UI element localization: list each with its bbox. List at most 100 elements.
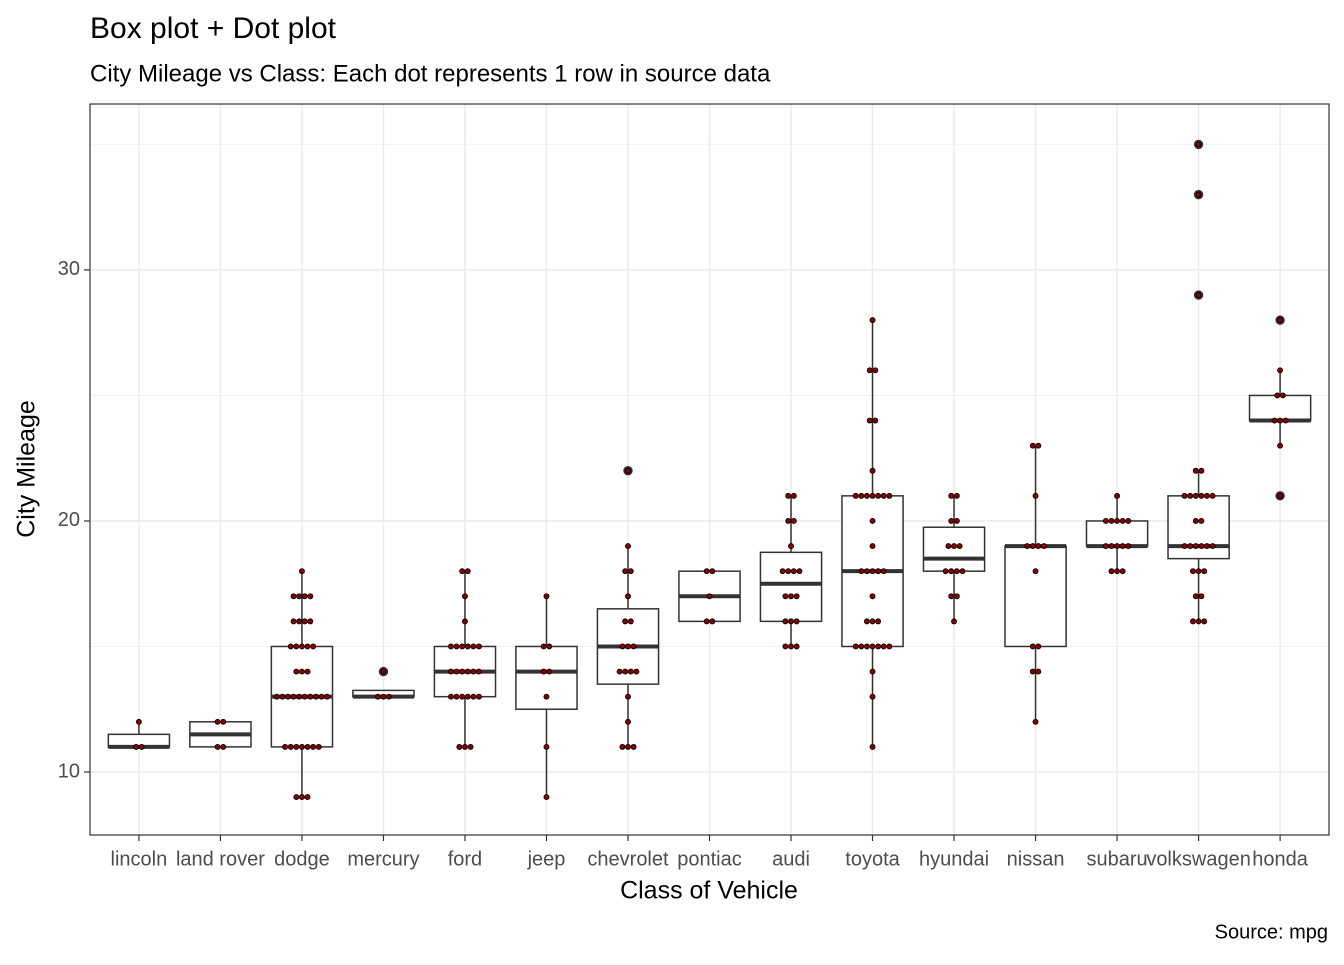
dot xyxy=(464,693,471,700)
dot xyxy=(782,618,789,625)
dot xyxy=(869,492,876,499)
dot xyxy=(782,593,789,600)
dot xyxy=(863,568,870,575)
x-tick-label: ford xyxy=(448,848,482,870)
dot xyxy=(298,643,305,650)
dot xyxy=(625,718,631,725)
dot xyxy=(470,668,477,675)
dot xyxy=(785,492,792,499)
dot xyxy=(956,543,963,550)
dot xyxy=(875,618,882,625)
dot xyxy=(1119,518,1126,524)
dot xyxy=(312,693,319,700)
dot xyxy=(459,668,466,675)
dot xyxy=(298,568,305,575)
dot xyxy=(1192,492,1199,499)
dot xyxy=(135,718,142,725)
dot xyxy=(709,568,716,575)
dot xyxy=(1277,317,1284,324)
dot xyxy=(453,643,460,650)
dot xyxy=(942,568,949,575)
dot xyxy=(1277,492,1284,499)
dot xyxy=(380,668,387,675)
dot xyxy=(1190,618,1196,625)
dot xyxy=(627,668,634,675)
x-tick-label: mercury xyxy=(347,848,419,870)
dot xyxy=(467,743,474,750)
dot xyxy=(706,593,713,600)
dot xyxy=(310,643,317,650)
dot xyxy=(138,743,145,750)
dot xyxy=(476,668,482,675)
x-tick-label: land rover xyxy=(176,848,265,870)
dot xyxy=(298,794,305,801)
dot xyxy=(304,668,311,675)
dot xyxy=(1277,442,1284,449)
dot xyxy=(869,668,876,675)
dot xyxy=(788,643,794,650)
dot xyxy=(630,643,637,650)
x-tick-label: chevrolet xyxy=(587,848,669,870)
dot xyxy=(464,668,471,675)
dot xyxy=(462,593,468,600)
dot xyxy=(627,618,634,625)
dot xyxy=(863,618,870,625)
dot xyxy=(869,643,876,650)
dot xyxy=(880,643,887,650)
dot xyxy=(284,693,291,700)
dot xyxy=(1102,518,1109,524)
dot xyxy=(793,593,800,600)
dot xyxy=(627,568,634,575)
dot xyxy=(290,618,297,625)
dot xyxy=(852,492,859,499)
dot xyxy=(1209,492,1216,499)
dot xyxy=(133,743,140,750)
dot xyxy=(301,618,308,625)
dot xyxy=(1195,141,1202,148)
dot xyxy=(1192,467,1199,474)
dot xyxy=(1198,543,1205,550)
y-axis-label: City Mileage xyxy=(13,400,41,538)
dot xyxy=(1119,568,1126,575)
dot xyxy=(296,693,303,700)
box xyxy=(922,526,986,572)
dot xyxy=(462,618,468,625)
dot xyxy=(476,693,482,700)
x-tick-label: volkswagen xyxy=(1146,848,1251,870)
dot xyxy=(875,568,882,575)
dot xyxy=(951,543,957,550)
dot xyxy=(622,668,629,675)
dot xyxy=(790,518,797,524)
box xyxy=(1085,520,1149,547)
dot xyxy=(785,568,792,575)
dot xyxy=(1114,568,1121,575)
dot xyxy=(1209,543,1216,550)
dot xyxy=(1198,593,1205,600)
dot xyxy=(546,643,553,650)
dot xyxy=(220,718,227,725)
dot xyxy=(625,543,631,550)
dot xyxy=(866,367,873,374)
dot xyxy=(790,568,797,575)
x-tick-label: toyota xyxy=(845,848,900,870)
dot xyxy=(448,643,454,650)
dot xyxy=(301,693,308,700)
dot xyxy=(1195,191,1202,198)
dot xyxy=(1271,417,1278,424)
dot xyxy=(543,693,550,700)
dot xyxy=(1125,543,1132,550)
dot xyxy=(863,643,870,650)
y-tick-label: 20 xyxy=(58,509,80,531)
dot xyxy=(214,718,221,725)
dot xyxy=(462,743,468,750)
dot xyxy=(287,643,294,650)
dot xyxy=(1282,417,1289,424)
dot xyxy=(1198,492,1205,499)
dot xyxy=(386,693,392,700)
dot xyxy=(886,643,893,650)
dot xyxy=(1108,518,1115,524)
dot xyxy=(1204,543,1210,550)
dot xyxy=(625,643,631,650)
dot xyxy=(293,794,300,801)
